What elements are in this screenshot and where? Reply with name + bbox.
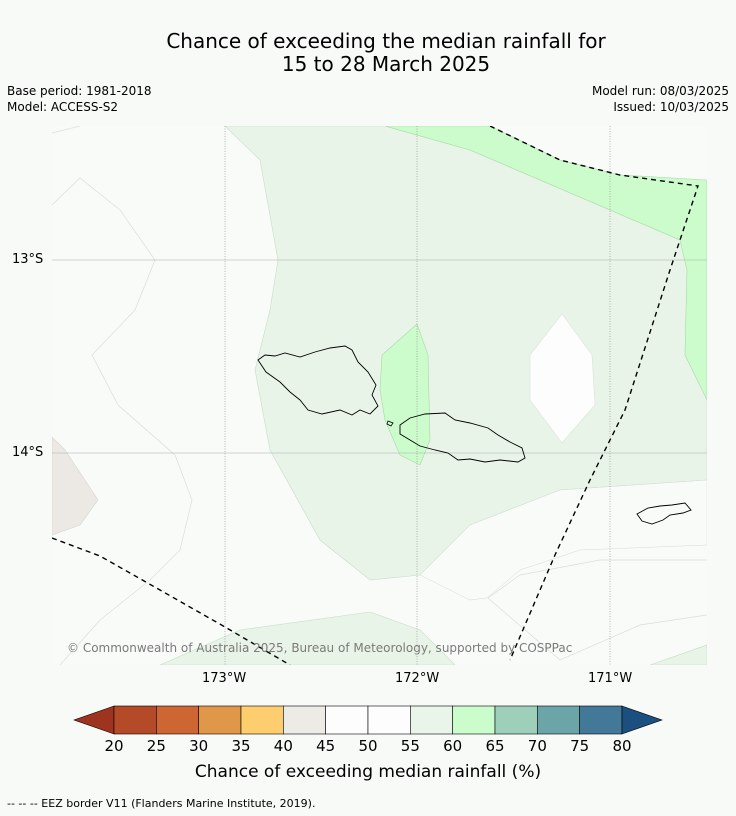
- model-name: Model: ACCESS-S2: [7, 100, 119, 114]
- map-area: [52, 126, 707, 665]
- colorbar-tick-label: 35: [231, 737, 251, 755]
- title-line-2: 15 to 28 March 2025: [281, 52, 491, 76]
- model-run: Model run: 08/03/2025: [591, 84, 729, 98]
- savaii-island: [257, 345, 379, 416]
- colorbar-bin: [240, 705, 284, 735]
- region-55-60-south: [159, 611, 456, 665]
- lon-label-172w: 172°W: [395, 671, 440, 686]
- graticule: [52, 126, 707, 665]
- colorbar-bin: [452, 705, 496, 735]
- colorbar-tick-label: 55: [400, 737, 420, 755]
- colorbar-tick-label: 40: [273, 737, 293, 755]
- colorbar-extend-high: [621, 705, 663, 735]
- colorbar-tick-label: 70: [527, 737, 547, 755]
- colorbar-bin: [537, 705, 580, 735]
- meta-right: Model run: 08/03/2025 Issued: 10/03/2025: [592, 83, 729, 115]
- colorbar-bin: [325, 705, 369, 735]
- colorbar-bin: [410, 705, 453, 735]
- issued-date: Issued: 10/03/2025: [613, 100, 729, 114]
- colorbar-tick-label: 60: [443, 737, 463, 755]
- tutuila-island: [636, 502, 692, 525]
- region-55-60-se: [649, 644, 707, 665]
- colorbar-tick-label: 80: [612, 737, 632, 755]
- colorbar-bin: [367, 705, 411, 735]
- colorbar-tick-label: 20: [104, 737, 124, 755]
- colorbar-bin: [156, 705, 199, 735]
- eez-border-east: [489, 126, 699, 661]
- eez-legend: -- -- -- EEZ border V11 (Flanders Marine…: [7, 797, 316, 810]
- colorbar-tick-label: 75: [570, 737, 590, 755]
- lon-label-171w: 171°W: [588, 671, 633, 686]
- colorbar-label: Chance of exceeding median rainfall (%): [194, 762, 542, 782]
- colorbar-bin: [494, 705, 538, 735]
- lat-label-14s: 14°S: [12, 445, 44, 460]
- copyright-notice: © Commonwealth of Australia 2025, Bureau…: [67, 641, 573, 655]
- colorbar-bin: [283, 705, 326, 735]
- title-line-1: Chance of exceeding the median rainfall …: [166, 29, 606, 53]
- colorbar-tick-label: 45: [316, 737, 336, 755]
- region-60-65-center: [379, 323, 431, 466]
- colorbar-bin: [198, 705, 242, 735]
- colorbar-bin: [579, 705, 623, 735]
- region-45-55-se: [419, 479, 707, 601]
- colorbar-tick-label: 50: [358, 737, 378, 755]
- map-title: Chance of exceeding the median rainfall …: [0, 30, 736, 76]
- region-40-45: [52, 436, 99, 536]
- base-period: Base period: 1981-2018: [7, 84, 152, 98]
- meta-left: Base period: 1981-2018 Model: ACCESS-S2: [7, 83, 152, 115]
- upolu-island: [399, 412, 526, 463]
- contour-se: [487, 559, 707, 661]
- lat-label-13s: 13°S: [12, 252, 44, 267]
- colorbar-tick-label: 25: [146, 737, 166, 755]
- colorbar: [73, 705, 663, 735]
- colorbar-bin: [113, 705, 157, 735]
- colorbar-extend-low: [73, 705, 115, 735]
- manono-island: [386, 420, 394, 427]
- contour-west: [52, 177, 193, 665]
- eez-border-south: [52, 537, 291, 665]
- contour-nw: [52, 126, 81, 134]
- colorbar-tick-label: 30: [189, 737, 209, 755]
- colorbar-tick-label: 65: [485, 737, 505, 755]
- region-45-55-hex: [529, 313, 596, 444]
- lon-label-173w: 173°W: [202, 671, 247, 686]
